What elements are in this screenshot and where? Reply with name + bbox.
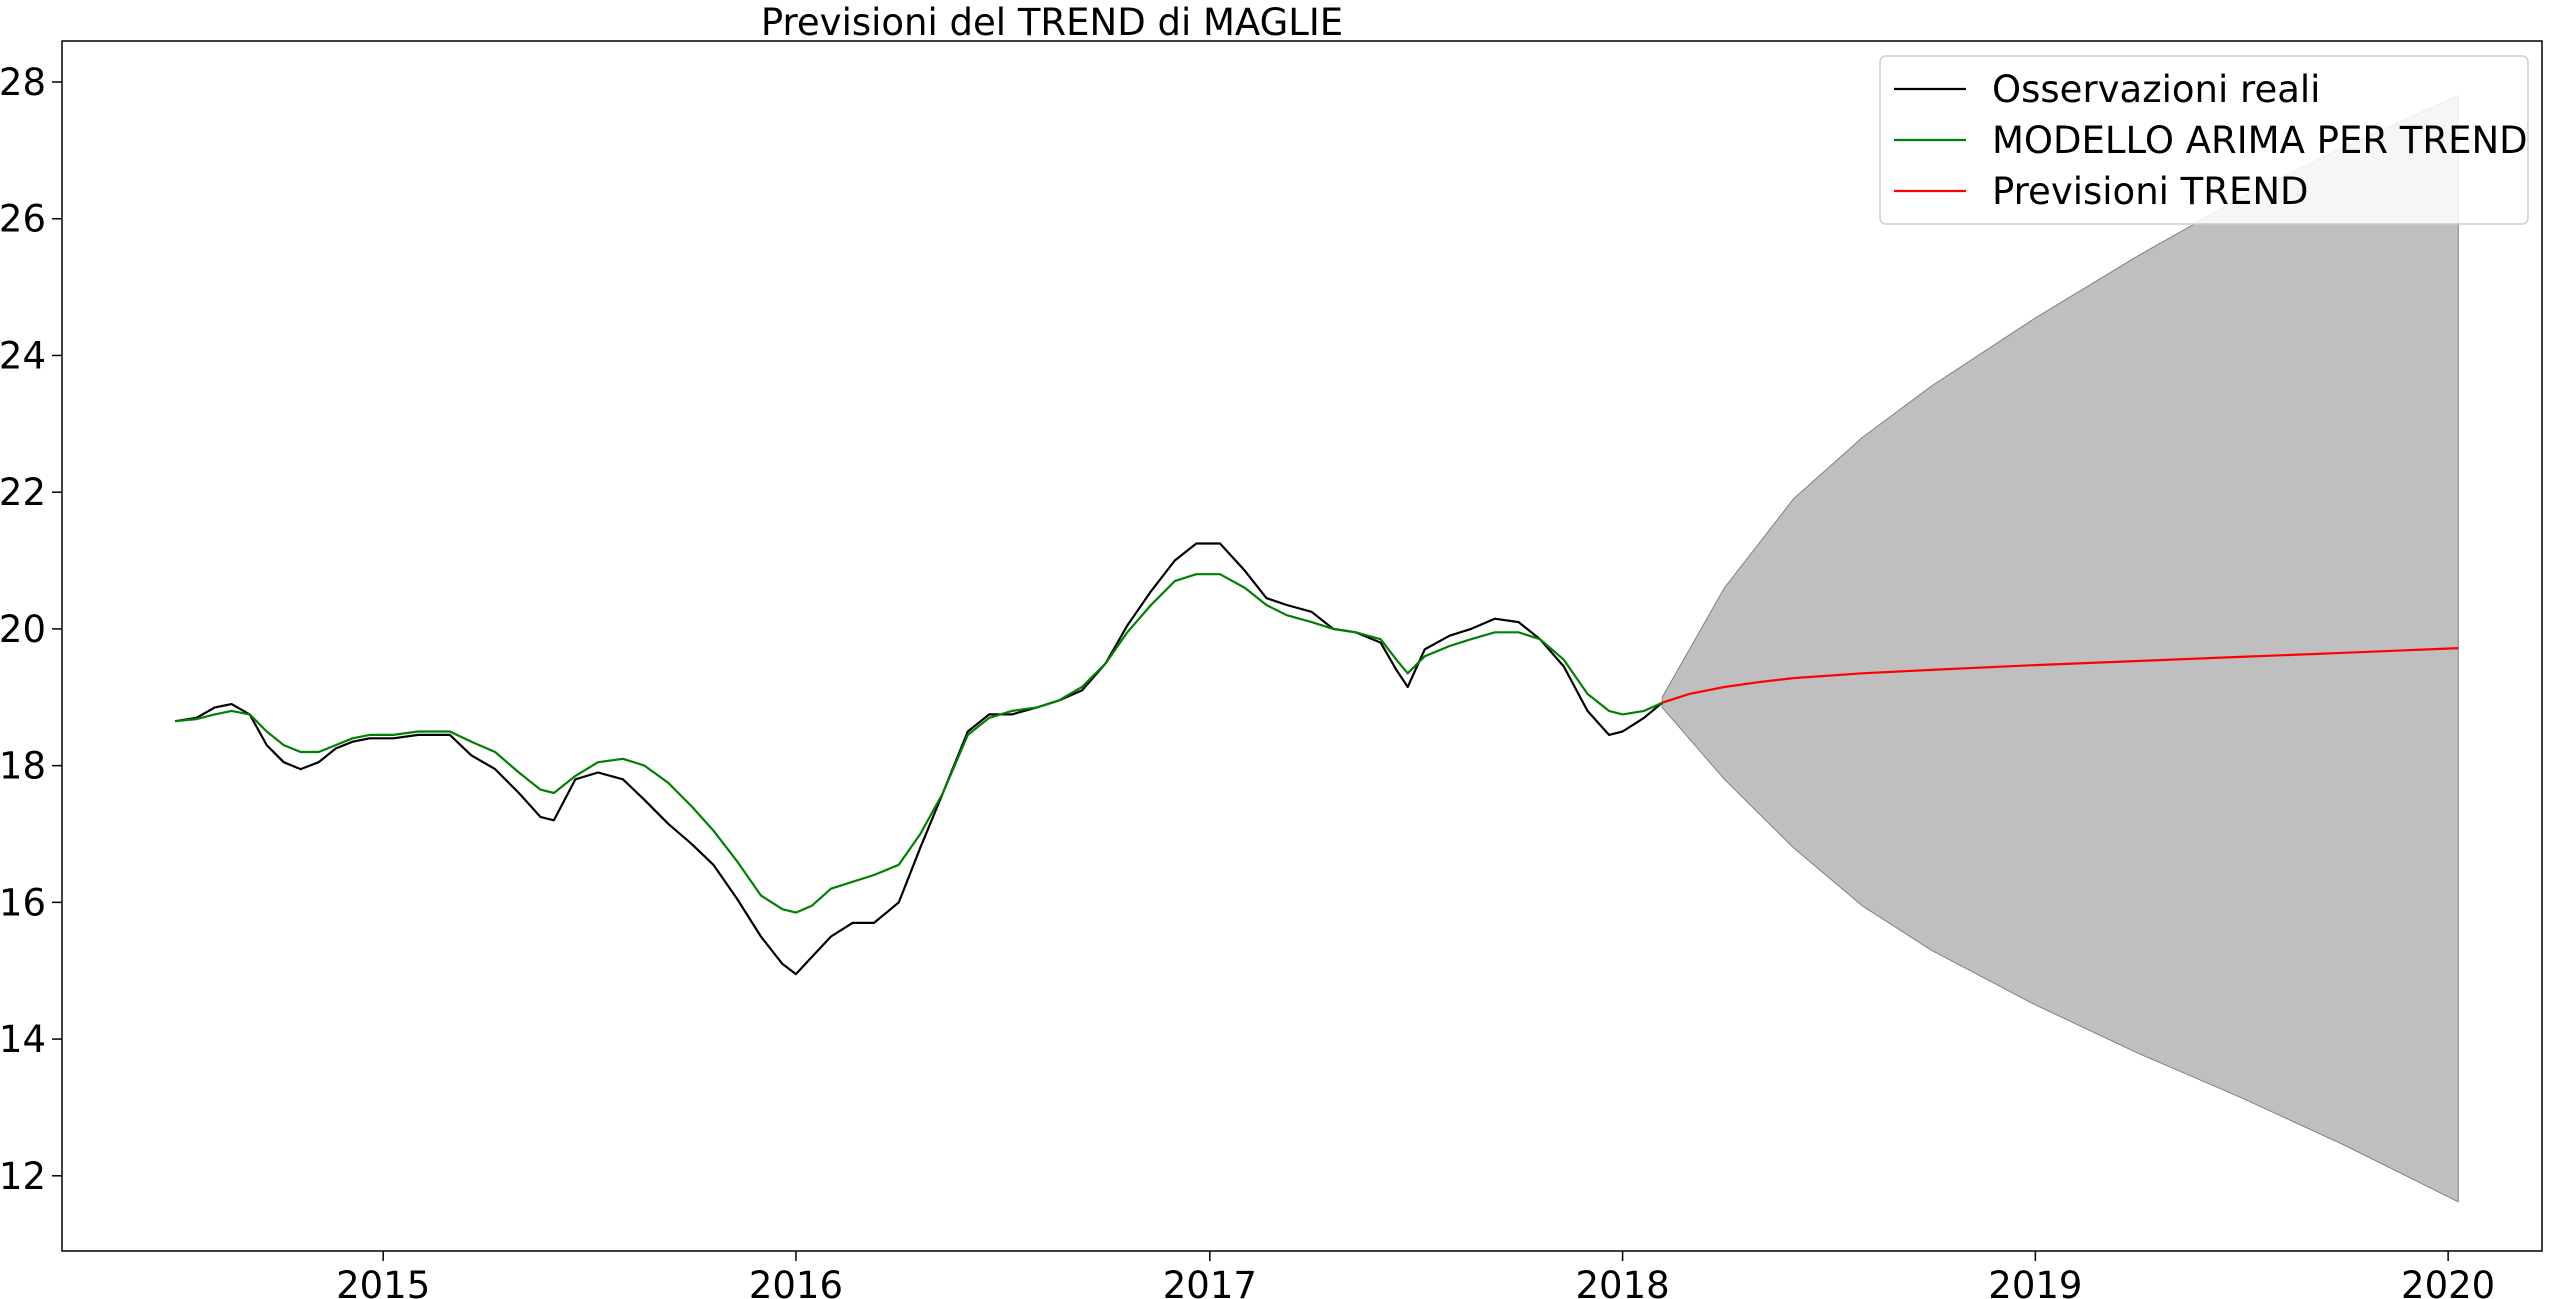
plot-area-frame: [61, 40, 2543, 1252]
y-axis: 12 14 16 18 20 22 24 26 28: [0, 61, 62, 1198]
x-tick-label: 2015: [336, 1264, 430, 1299]
chart-title: Previsioni del TREND di MAGLIE: [761, 1, 1343, 44]
y-tick-label: 18: [0, 745, 46, 788]
series-line-2: [174, 573, 1663, 914]
y-tick-label: 20: [0, 608, 46, 651]
legend-label: Previsioni TREND: [1992, 170, 2309, 213]
legend-box: [1879, 55, 2529, 225]
x-tick-label: 2018: [1576, 1264, 1670, 1299]
x-tick-label: 2017: [1163, 1264, 1257, 1299]
series-layer: [174, 542, 2459, 976]
y-tick-label: 24: [0, 334, 46, 377]
y-tick-label: 28: [0, 61, 46, 104]
y-tick-label: 16: [0, 881, 46, 924]
y-tick-label: 14: [0, 1018, 46, 1061]
x-tick-label: 2020: [2401, 1264, 2495, 1299]
legend-label: Osservazioni reali: [1992, 68, 2320, 111]
x-axis: 2015 2016 2017 2018 2019 2020: [336, 1251, 2495, 1299]
confidence-band: [1661, 94, 2459, 1203]
y-tick-label: 12: [0, 1155, 46, 1198]
x-tick-label: 2019: [1988, 1264, 2082, 1299]
confidence-band-layer: [1661, 94, 2459, 1203]
y-tick-label: 26: [0, 198, 46, 241]
series-line-3: [1661, 647, 2459, 704]
legend: Osservazioni reali MODELLO ARIMA PER TREN…: [1879, 55, 2529, 225]
x-tick-label: 2016: [749, 1264, 843, 1299]
series-line-1: [174, 542, 1663, 976]
legend-label: MODELLO ARIMA PER TREND: [1992, 119, 2528, 162]
y-tick-label: 22: [0, 471, 46, 514]
